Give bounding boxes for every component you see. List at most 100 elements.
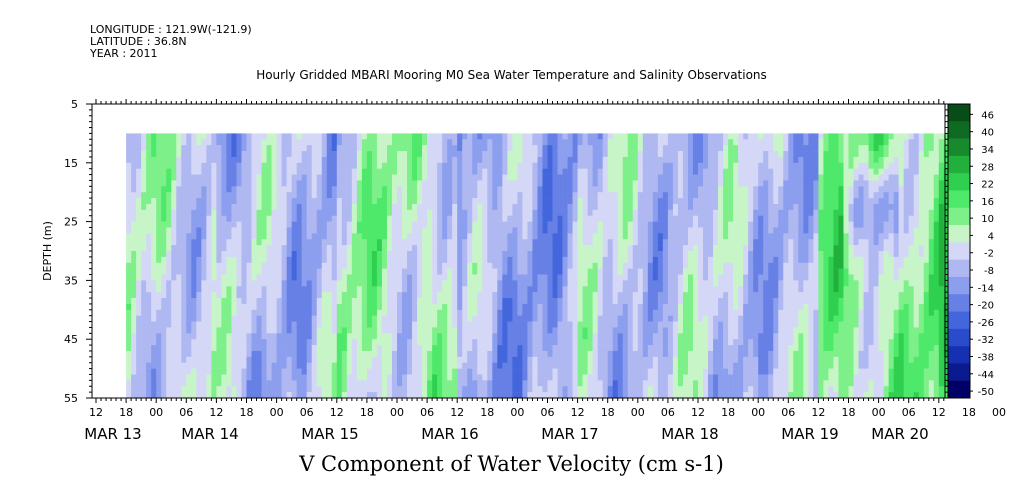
heatmap-cell — [537, 356, 543, 364]
heatmap-cell — [412, 221, 418, 228]
heatmap-cell — [281, 292, 287, 299]
heatmap-cell — [512, 350, 518, 358]
heatmap-cell — [291, 251, 297, 258]
heatmap-cell — [356, 239, 363, 246]
heatmap-cell — [567, 156, 573, 164]
heatmap-cell — [652, 309, 659, 316]
heatmap-cell — [487, 209, 493, 217]
heatmap-cell — [341, 168, 348, 175]
heatmap-cell — [291, 356, 297, 364]
heatmap-cell — [226, 174, 232, 181]
heatmap-cell — [657, 280, 664, 287]
heatmap-cell — [647, 374, 654, 381]
heatmap-cell — [487, 162, 493, 169]
heatmap-cell — [311, 392, 318, 399]
heatmap-cell — [612, 374, 619, 381]
heatmap-cell — [407, 286, 413, 293]
heatmap-cell — [391, 227, 398, 234]
heatmap-cell — [642, 339, 649, 346]
heatmap-cell — [407, 321, 413, 328]
heatmap-cell — [537, 392, 543, 399]
heatmap-cell — [547, 356, 553, 364]
heatmap-cell — [136, 245, 142, 252]
heatmap-cell — [131, 333, 137, 340]
heatmap-cell — [487, 168, 493, 175]
heatmap-cell — [462, 227, 468, 234]
heatmap-cell — [487, 356, 493, 364]
heatmap-cell — [512, 156, 518, 164]
heatmap-cell — [672, 298, 679, 305]
heatmap-cell — [452, 262, 458, 269]
heatmap-cell — [607, 333, 614, 340]
heatmap-cell — [346, 156, 353, 164]
heatmap-cell — [407, 221, 413, 228]
heatmap-cell — [537, 315, 543, 322]
heatmap-cell — [381, 168, 388, 175]
heatmap-cell — [361, 209, 368, 217]
heatmap-cell — [482, 133, 488, 140]
heatmap-cell — [607, 309, 614, 316]
heatmap-cell — [517, 221, 523, 228]
heatmap-cell — [627, 298, 634, 305]
heatmap-cell — [562, 203, 568, 211]
heatmap-cell — [221, 227, 227, 234]
heatmap-cell — [552, 345, 558, 352]
heatmap-cell — [166, 333, 172, 340]
heatmap-cell — [266, 180, 272, 187]
heatmap-cell — [492, 380, 498, 387]
heatmap-cell — [472, 321, 478, 328]
heatmap-cell — [316, 286, 323, 293]
heatmap-cell — [181, 239, 187, 246]
heatmap-cell — [397, 321, 403, 328]
heatmap-cell — [326, 245, 333, 252]
heatmap-cell — [391, 215, 398, 222]
heatmap-cell — [291, 227, 297, 234]
heatmap-cell — [196, 392, 202, 399]
heatmap-cell — [547, 392, 553, 399]
heatmap-cell — [627, 139, 634, 146]
heatmap-cell — [266, 321, 272, 328]
heatmap-cell — [397, 327, 403, 334]
heatmap-cell — [427, 239, 433, 246]
heatmap-cell — [592, 192, 598, 199]
heatmap-cell — [141, 180, 147, 187]
heatmap-cell — [592, 245, 598, 252]
heatmap-cell — [672, 321, 679, 328]
heatmap-cell — [412, 309, 418, 316]
heatmap-cell — [402, 333, 408, 340]
heatmap-cell — [181, 339, 187, 346]
heatmap-cell — [341, 251, 348, 258]
heatmap-cell — [462, 303, 468, 311]
heatmap-cell — [642, 139, 649, 146]
heatmap-cell — [527, 274, 533, 281]
heatmap-cell — [652, 256, 659, 264]
heatmap-cell — [191, 298, 197, 305]
heatmap-cell — [201, 180, 207, 187]
heatmap-cell — [361, 168, 368, 175]
heatmap-cell — [522, 233, 528, 240]
heatmap-cell — [206, 180, 212, 187]
heatmap-cell — [226, 327, 232, 334]
heatmap-cell — [296, 380, 302, 387]
heatmap-cell — [296, 162, 302, 169]
heatmap-cell — [256, 156, 262, 164]
heatmap-cell — [417, 139, 423, 146]
heatmap-cell — [582, 174, 588, 181]
heatmap-cell — [617, 303, 624, 311]
heatmap-cell — [472, 292, 478, 299]
heatmap-cell — [457, 286, 463, 293]
heatmap-cell — [492, 298, 498, 305]
heatmap-cell — [397, 186, 403, 193]
heatmap-cell — [502, 392, 508, 399]
heatmap-cell — [386, 209, 393, 217]
heatmap-cell — [306, 303, 313, 311]
heatmap-cell — [306, 292, 313, 299]
heatmap-cell — [126, 227, 132, 234]
heatmap-cell — [412, 327, 418, 334]
heatmap-cell — [577, 339, 583, 346]
heatmap-cell — [667, 368, 674, 375]
heatmap-cell — [492, 209, 498, 217]
heatmap-cell — [447, 333, 453, 340]
heatmap-cell — [427, 374, 433, 381]
heatmap-cell — [632, 374, 639, 381]
